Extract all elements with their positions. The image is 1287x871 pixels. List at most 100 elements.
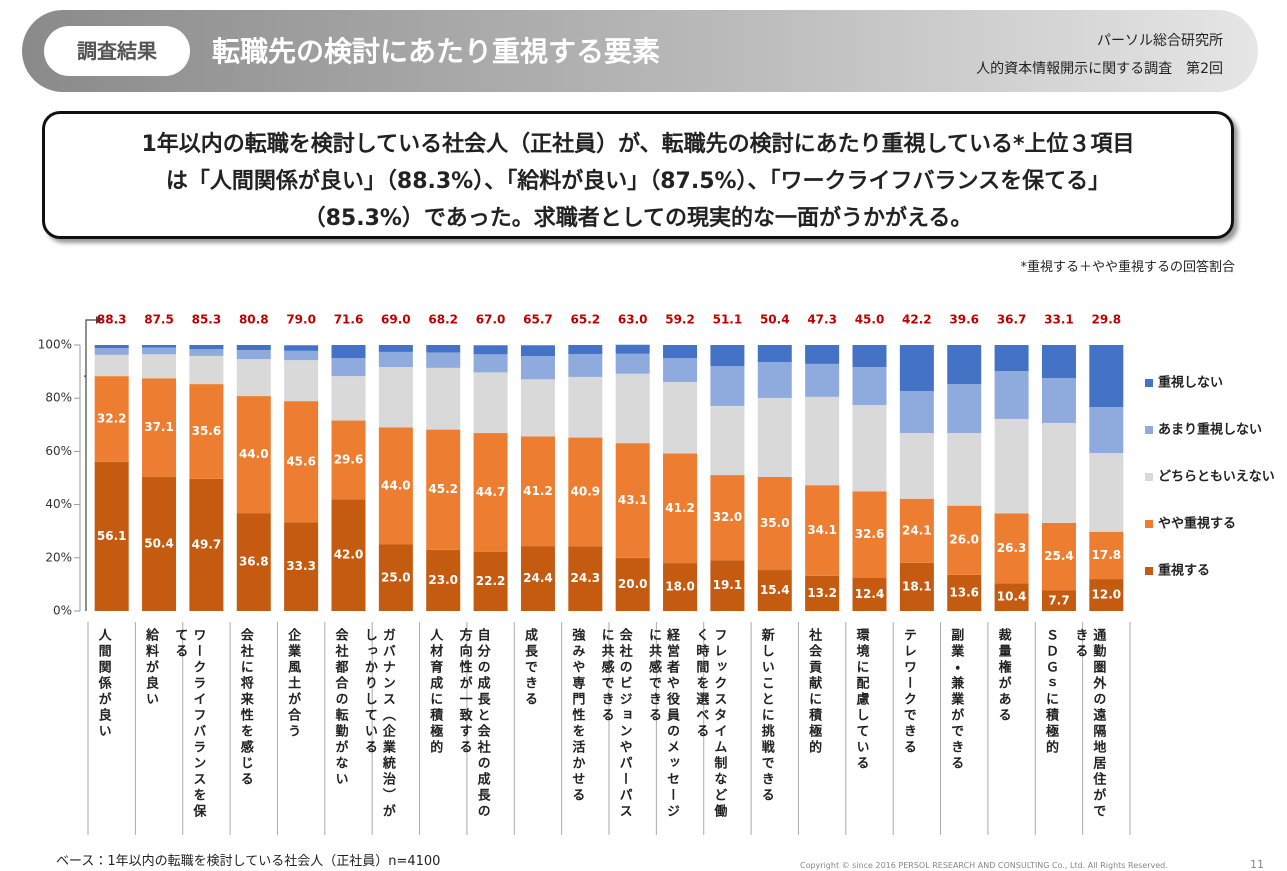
bar-segment bbox=[568, 546, 603, 611]
value-label: 18.0 bbox=[665, 580, 695, 594]
bar-segment bbox=[852, 405, 887, 492]
x-tick-label: 人間関係が良い bbox=[95, 628, 111, 740]
x-tick-label: ガバナンス（企業統治）がしっかりしている bbox=[361, 628, 395, 820]
bar-segment bbox=[378, 427, 413, 545]
bar-segment bbox=[473, 345, 508, 355]
total-label: 88.3 bbox=[97, 313, 127, 327]
value-label: 26.0 bbox=[949, 533, 979, 547]
bar-segment bbox=[284, 522, 319, 611]
x-tick-label: 人材育成に積極的 bbox=[427, 628, 443, 756]
total-label: 67.0 bbox=[476, 313, 506, 327]
value-label: 12.0 bbox=[1092, 588, 1122, 602]
header-survey: 人的資本情報開示に関する調査 第2回 bbox=[976, 61, 1223, 77]
bar-segment bbox=[710, 345, 745, 367]
bar-segment bbox=[142, 476, 177, 611]
bar-segment bbox=[1089, 531, 1124, 580]
x-tick-label: 通勤圏外の遠隔地居住ができる bbox=[1072, 628, 1106, 820]
total-label: 59.2 bbox=[665, 313, 695, 327]
value-label: 35.0 bbox=[760, 516, 790, 530]
y-tick-label: 100% bbox=[38, 338, 72, 352]
bar-segment bbox=[378, 544, 413, 611]
bar-segment bbox=[236, 396, 271, 514]
total-label: 79.0 bbox=[286, 313, 316, 327]
x-tick-label: 自分の成長と会社の成長の方向性が一致する bbox=[456, 628, 490, 820]
bar-segment bbox=[284, 401, 319, 523]
bar-segment bbox=[615, 373, 650, 444]
bar-segment bbox=[142, 354, 177, 379]
bar-segment bbox=[947, 574, 982, 611]
x-tick-label: 強みや専門性を活かせる bbox=[569, 628, 585, 804]
bar-segment bbox=[947, 345, 982, 385]
bar-segment bbox=[426, 367, 461, 430]
footer-base: ベース：1年以内の転職を検討している社会人（正社員）n=4100 bbox=[56, 854, 441, 869]
value-label: 36.8 bbox=[239, 555, 269, 569]
bar-segment bbox=[94, 354, 129, 377]
bar-segment bbox=[189, 349, 224, 356]
bar-segment bbox=[805, 345, 840, 364]
header-org: パーソル総合研究所 bbox=[1097, 33, 1223, 49]
value-label: 40.9 bbox=[571, 484, 601, 498]
value-label: 10.4 bbox=[997, 590, 1027, 604]
bar-segment bbox=[426, 429, 461, 550]
bar-segment bbox=[189, 478, 224, 611]
value-label: 49.7 bbox=[192, 537, 222, 551]
legend-label: あまり重視しない bbox=[1158, 422, 1262, 438]
bar-segment bbox=[947, 433, 982, 506]
value-label: 19.1 bbox=[713, 578, 743, 592]
value-label: 24.3 bbox=[571, 571, 601, 585]
bar-segment bbox=[615, 443, 650, 558]
total-label: 85.3 bbox=[192, 313, 222, 327]
x-tick-label: フレックスタイム制など働く時間を選べる bbox=[693, 628, 727, 820]
bar-segment bbox=[1089, 345, 1124, 407]
value-label: 15.4 bbox=[760, 583, 790, 597]
value-label: 45.6 bbox=[286, 454, 316, 468]
copyright: Copyright © since 2016 PERSOL RESEARCH A… bbox=[800, 861, 1168, 870]
legend-label: どちらともいえない bbox=[1158, 470, 1275, 485]
bar-segment bbox=[1041, 345, 1076, 378]
bar-segment bbox=[236, 513, 271, 611]
bar-segment bbox=[994, 418, 1029, 514]
bar-segment bbox=[899, 498, 934, 563]
x-tick-label: 新しいことに挑戦できる bbox=[758, 628, 774, 804]
bar-segment bbox=[1041, 377, 1076, 423]
total-label: 42.2 bbox=[902, 313, 932, 327]
bar-segment bbox=[520, 379, 555, 437]
total-label: 69.0 bbox=[381, 313, 411, 327]
bar-segment bbox=[757, 362, 792, 398]
bar-segment bbox=[994, 513, 1029, 584]
value-label: 25.4 bbox=[1044, 549, 1074, 563]
bar-segment bbox=[757, 570, 792, 611]
bar-segment bbox=[189, 345, 224, 350]
bar-segment bbox=[757, 476, 792, 571]
bar-segment bbox=[473, 354, 508, 373]
value-label: 18.1 bbox=[902, 579, 932, 593]
value-label: 35.6 bbox=[192, 424, 222, 438]
bar-segment bbox=[1089, 579, 1124, 611]
bar-segment bbox=[331, 420, 366, 500]
value-label: 56.1 bbox=[97, 529, 127, 543]
total-label: 68.2 bbox=[428, 313, 458, 327]
value-label: 32.0 bbox=[713, 510, 743, 524]
value-label: 41.2 bbox=[665, 501, 695, 515]
bar-segment bbox=[236, 350, 271, 360]
value-label: 25.0 bbox=[381, 570, 411, 584]
bar-segment bbox=[994, 371, 1029, 419]
bar-segment bbox=[284, 350, 319, 361]
bar-segment bbox=[331, 358, 366, 377]
x-tick-label: 会社に将来性を感じる bbox=[237, 628, 253, 788]
y-tick-label: 20% bbox=[45, 550, 72, 564]
total-label: 80.8 bbox=[239, 313, 269, 327]
bar-segment bbox=[805, 575, 840, 611]
x-tick-label: 給料が良い bbox=[143, 628, 159, 708]
x-tick-label: 副業・兼業ができる bbox=[948, 628, 964, 772]
bar-segment bbox=[142, 345, 177, 348]
bar-segment bbox=[805, 396, 840, 486]
bar-segment bbox=[994, 583, 1029, 611]
bar-segment bbox=[1089, 452, 1124, 532]
value-label: 37.1 bbox=[144, 420, 174, 434]
value-label: 13.6 bbox=[949, 585, 979, 599]
value-label: 32.6 bbox=[855, 527, 885, 541]
value-label: 26.3 bbox=[997, 541, 1027, 555]
bar-segment bbox=[568, 354, 603, 377]
